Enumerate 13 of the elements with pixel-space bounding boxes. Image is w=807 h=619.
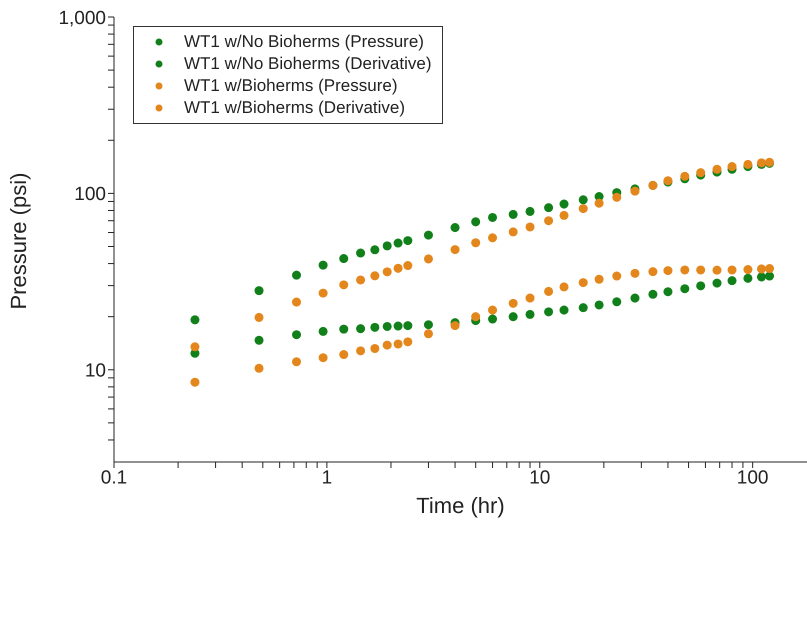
x-tick-label: 0.1	[100, 467, 128, 488]
legend-label: WT1 w/Bioherms (Derivative)	[184, 97, 406, 119]
x-tick-label: 10	[529, 467, 550, 488]
y-tick-label: 1,000	[58, 8, 106, 29]
y-tick-label: 10	[84, 360, 106, 382]
x-tick-label: 1	[322, 467, 332, 488]
y-tick-label: 100	[74, 184, 106, 206]
legend-label: WT1 w/No Bioherms (Derivative)	[184, 53, 432, 75]
y-axis-title: Pressure (psi)	[6, 172, 31, 310]
x-axis-title: Time (hr)	[416, 493, 505, 518]
legend-label: WT1 w/No Bioherms (Pressure)	[184, 31, 424, 53]
legend-label: WT1 w/Bioherms (Pressure)	[184, 75, 398, 97]
x-tick-label: 100	[736, 467, 769, 488]
